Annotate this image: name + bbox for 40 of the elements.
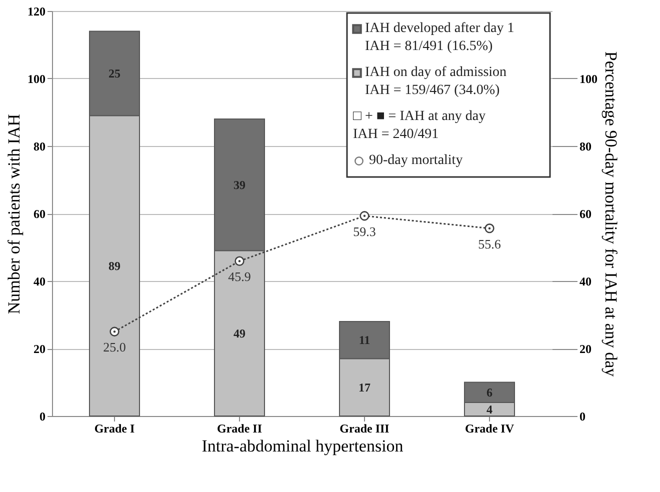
point	[234, 256, 244, 266]
y-tick-label: 0	[40, 410, 46, 424]
data-label: 25	[108, 66, 120, 80]
data-label: 25.0	[103, 340, 126, 355]
y2-tick-label: 0	[580, 410, 586, 424]
y2-tick-label: 100	[580, 72, 598, 86]
data-label: 4	[486, 402, 492, 416]
legend-label: IAH developed after day 1 IAH = 81/491 (16.5%)	[365, 21, 514, 54]
legend-label: IAH on day of admission IAH = 159/467 (34.0%)	[365, 65, 507, 98]
data-label: 11	[358, 333, 370, 348]
y-tick-label: 60	[34, 207, 46, 221]
y-tick-label: 80	[34, 140, 46, 154]
data-label: 39	[234, 178, 246, 192]
data-label: 45.9	[228, 269, 251, 284]
legend-label: 90-day mortality	[369, 153, 463, 168]
y2-axis-title: Percentage 90-day mortality for IAH at any day	[602, 51, 620, 378]
x-axis-title: Intra-abdominal hypertension	[202, 436, 404, 456]
data-label: 55.6	[478, 236, 502, 252]
x-tick-label: Grade II	[217, 422, 262, 436]
data-label: 6	[486, 385, 492, 400]
y2-tick-label: 60	[580, 207, 592, 221]
y-tick-label: 100	[28, 72, 46, 86]
data-label: 59.3	[353, 224, 376, 239]
y-tick-label: 20	[34, 342, 46, 356]
y-axis-title: Number of patients with IAH	[4, 114, 24, 314]
data-label: 89	[108, 258, 120, 273]
x-tick-label: Grade III	[340, 422, 390, 436]
data-label: 17	[358, 380, 370, 394]
x-tick-label: Grade I	[94, 422, 135, 436]
point	[484, 224, 494, 234]
annotation: □ + ■ = IAH at any day IAH = 240/491	[353, 109, 486, 142]
y2-tick-label: 40	[580, 274, 592, 288]
y-tick-label: 120	[28, 4, 46, 18]
y-tick-label: 40	[34, 274, 46, 288]
data-label: 49	[234, 326, 246, 340]
y2-tick-label: 80	[580, 140, 592, 154]
x-tick-label: Grade IV	[465, 422, 514, 436]
y2-tick-label: 20	[580, 342, 592, 356]
point	[110, 326, 120, 336]
point	[360, 211, 370, 221]
